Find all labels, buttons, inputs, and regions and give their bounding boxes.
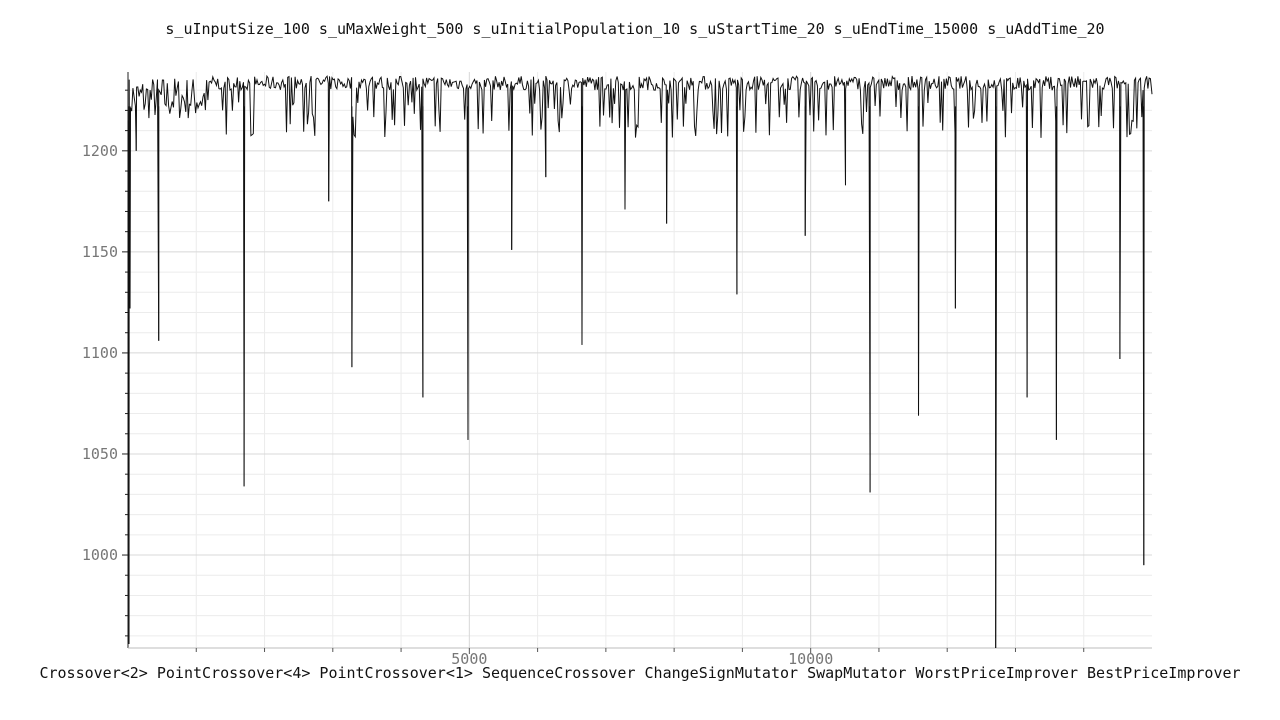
tick-labels: 1000 1050 1100 1150 1200 5000 10000 — [82, 142, 833, 668]
major-gridlines — [128, 72, 1152, 648]
minor-gridlines — [128, 72, 1152, 648]
y-tick-label: 1150 — [82, 243, 118, 261]
x-axis-label-container: Crossover<2> PointCrossover<4> PointCros… — [0, 664, 1280, 684]
x-tick-label: 10000 — [788, 650, 833, 668]
series — [127, 74, 1153, 649]
x-tick-label: 5000 — [451, 650, 487, 668]
axes — [127, 72, 1152, 649]
x-axis-label: Crossover<2> PointCrossover<4> PointCros… — [39, 664, 1241, 682]
chart-title: s_uInputSize_100 s_uMaxWeight_500 s_uIni… — [165, 20, 1105, 38]
y-tick-label: 1050 — [82, 445, 118, 463]
y-tick-label: 1100 — [82, 344, 118, 362]
ticks — [122, 89, 1085, 654]
series-line — [127, 74, 1153, 649]
y-tick-label: 1000 — [82, 546, 118, 564]
y-tick-label: 1200 — [82, 142, 118, 160]
